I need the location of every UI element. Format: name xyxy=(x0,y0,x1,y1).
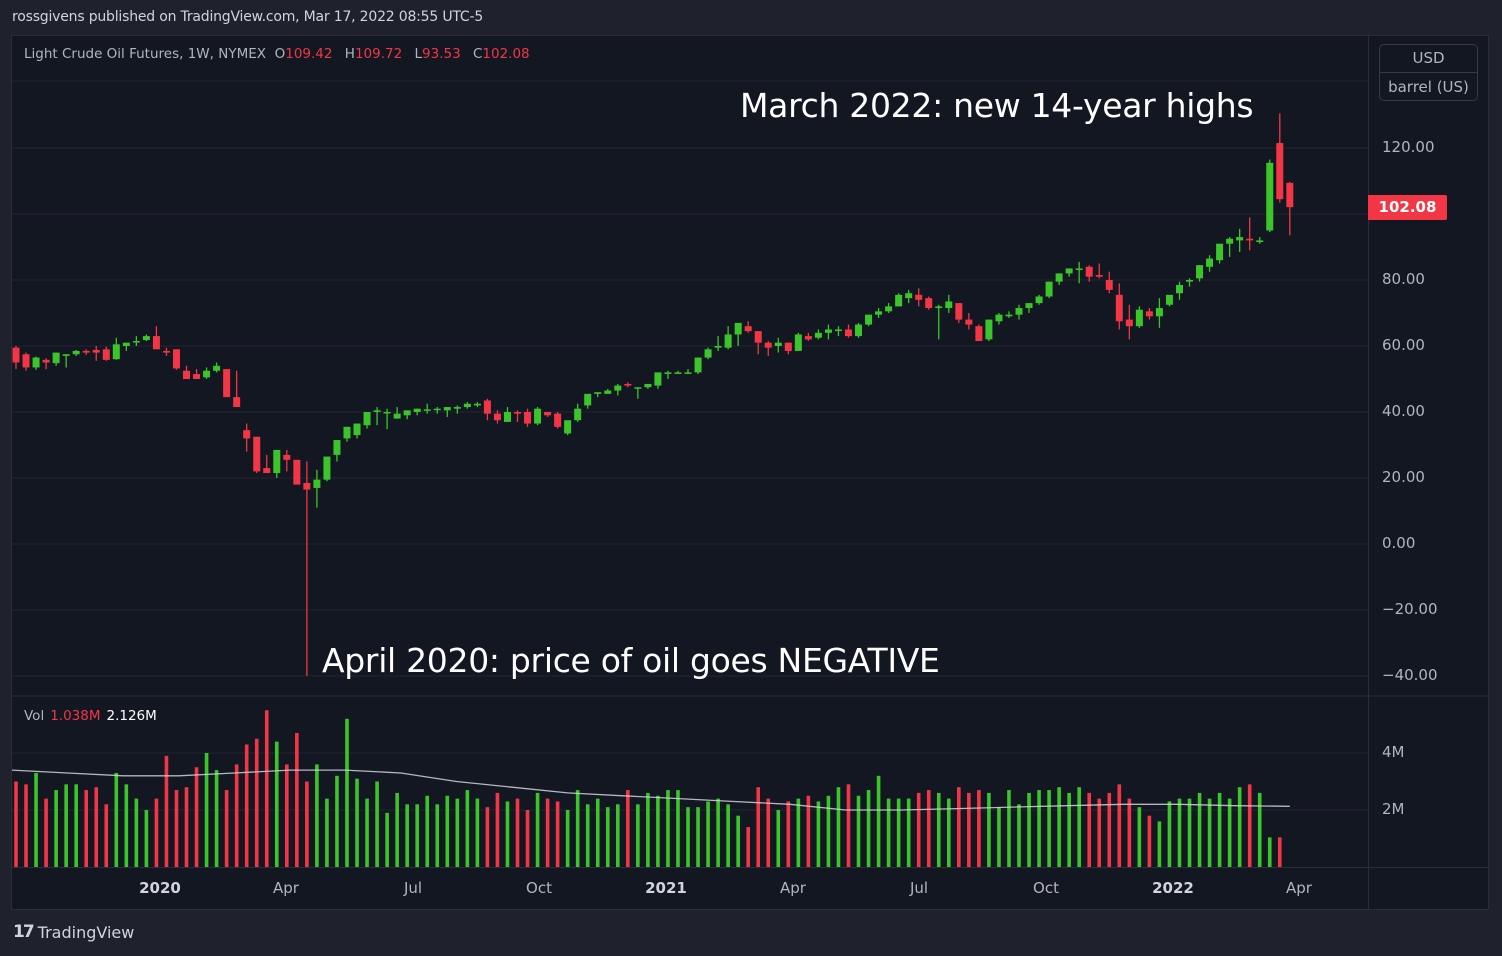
price-tick-label: 40.00 xyxy=(1382,402,1425,420)
tradingview-logo-icon: 17 xyxy=(13,922,35,942)
time-tick-label: Apr xyxy=(1286,879,1312,897)
symbol-legend[interactable]: Light Crude Oil Futures, 1W, NYMEX O109.… xyxy=(24,46,538,62)
close-value: 102.08 xyxy=(482,46,530,62)
low-label: L xyxy=(414,46,423,62)
publisher-line: rossgivens published on TradingView.com,… xyxy=(12,9,484,25)
low-value: 93.53 xyxy=(422,46,461,62)
time-tick-label: Jul xyxy=(909,879,929,897)
annotation-march-2022[interactable]: March 2022: new 14-year highs xyxy=(740,86,1254,125)
symbol-title: Light Crude Oil Futures, 1W, NYMEX xyxy=(24,46,266,62)
volume-moving-average-line xyxy=(11,769,1290,811)
volume-value: 1.038M xyxy=(50,708,101,724)
unit-label[interactable]: barrel (US) xyxy=(1388,78,1469,96)
candlestick-series xyxy=(12,113,1294,676)
volume-tick-label: 4M xyxy=(1382,743,1405,761)
currency-unit-selector[interactable]: USD barrel (US) xyxy=(1379,44,1478,101)
annotation-april-2020[interactable]: April 2020: price of oil goes NEGATIVE xyxy=(322,641,940,680)
price-tick-label: −20.00 xyxy=(1382,600,1438,618)
price-tick-label: 60.00 xyxy=(1382,336,1425,354)
brand-name: TradingView xyxy=(37,922,135,942)
volume-series xyxy=(14,710,1282,867)
time-tick-label: Oct xyxy=(1033,879,1059,897)
last-price-badge: 102.08 xyxy=(1368,195,1447,220)
time-tick-label: Oct xyxy=(526,879,552,897)
time-tick-label: 2021 xyxy=(645,879,687,897)
time-tick-label: Jul xyxy=(403,879,423,897)
price-tick-label: 0.00 xyxy=(1382,534,1416,552)
price-tick-label: 120.00 xyxy=(1382,138,1435,156)
time-tick-label: 2020 xyxy=(139,879,181,897)
price-tick-label: 80.00 xyxy=(1382,270,1425,288)
volume-label: Vol xyxy=(24,708,45,724)
price-tick-label: −40.00 xyxy=(1382,666,1438,684)
volume-tick-label: 2M xyxy=(1382,800,1405,818)
close-label: C xyxy=(472,46,483,62)
price-tick-label: 20.00 xyxy=(1382,468,1425,486)
open-label: O xyxy=(274,46,286,62)
time-tick-label: Apr xyxy=(273,879,299,897)
volume-legend[interactable]: Vol 1.038M 2.126M xyxy=(24,708,157,724)
footer-brand[interactable]: 17 TradingView xyxy=(13,922,134,942)
volume-ma-value: 2.126M xyxy=(106,708,157,724)
high-value: 109.72 xyxy=(354,46,403,62)
time-tick-label: 2022 xyxy=(1152,879,1194,897)
time-tick-label: Apr xyxy=(780,879,806,897)
open-value: 109.42 xyxy=(285,46,333,62)
high-label: H xyxy=(344,46,355,62)
currency-label[interactable]: USD xyxy=(1380,45,1477,73)
